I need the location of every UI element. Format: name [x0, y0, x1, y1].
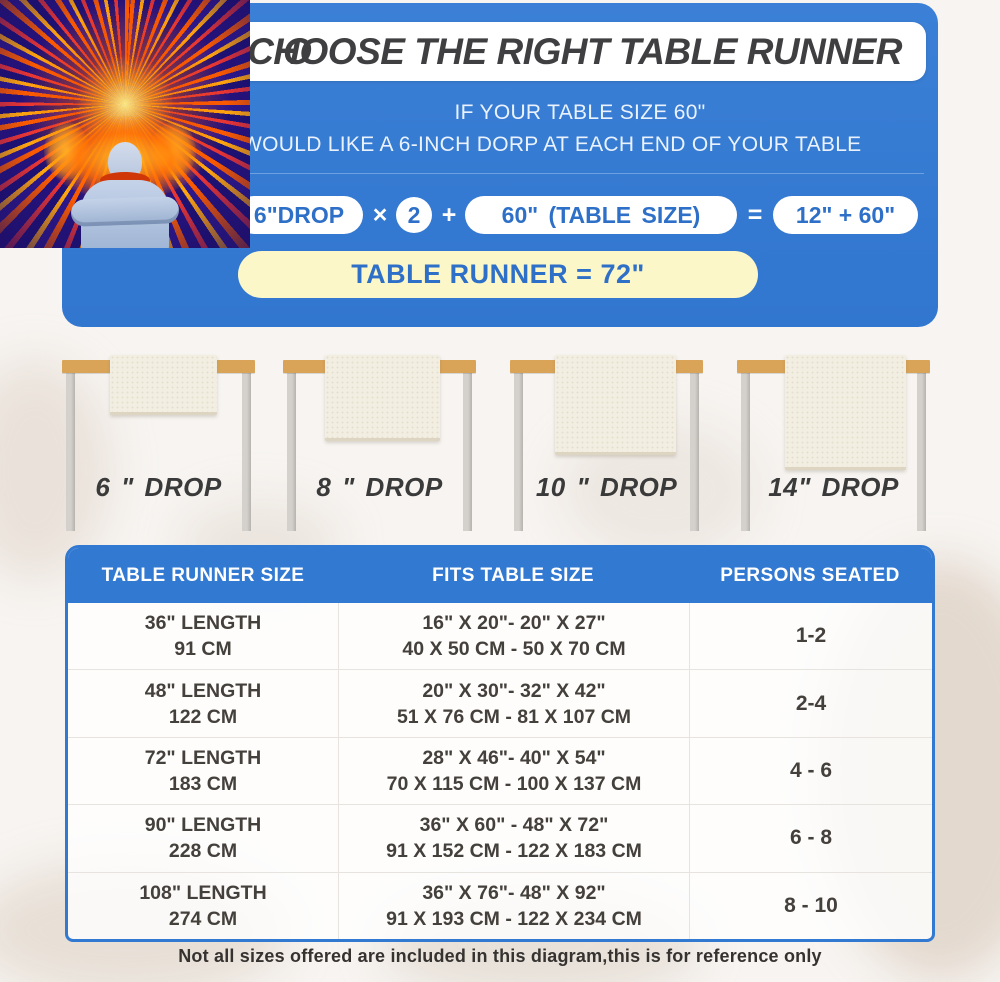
table-leg	[463, 373, 472, 531]
persons-count: 6 - 8	[789, 826, 833, 850]
figure-crossed-arms	[70, 196, 180, 227]
size-cm: 228 CM	[168, 840, 238, 863]
persons-count: 2-4	[795, 691, 827, 715]
table-header-row: TABLE RUNNER SIZE FITS TABLE SIZE PERSON…	[68, 548, 932, 603]
table-row: 36" LENGTH 91 CM 16" X 20"- 20" X 27" 40…	[68, 603, 932, 670]
size-inches: 72" LENGTH	[144, 747, 262, 770]
table-runner-drape	[325, 355, 440, 441]
page-title: CHOOSE THE RIGHT TABLE RUNNER	[247, 31, 902, 72]
multiplier-badge: 2	[396, 197, 432, 233]
subtitle-line-1: IF YOUR TABLE SIZE 60"	[454, 101, 706, 124]
size-cm: 91 CM	[174, 638, 232, 661]
title-partial-letter: O	[283, 31, 312, 72]
fits-cm: 51 X 76 CM - 81 X 107 CM	[396, 705, 632, 728]
fits-inches: 20" X 30"- 32" X 42"	[422, 679, 606, 702]
drop-diagrams: 6 " DROP 8 " DROP 10 " DROP 14" DROP	[0, 352, 1000, 537]
disclaimer-note: Not all sizes offered are included in th…	[178, 946, 822, 966]
table-runner-drape	[110, 355, 217, 415]
table-runner-drape	[555, 355, 676, 455]
multiply-operator: ×	[372, 201, 388, 229]
fits-inches: 28" X 46"- 40" X 54"	[422, 747, 606, 770]
runner-result-pill: TABLE RUNNER = 72"	[238, 251, 758, 298]
table-row: 108" LENGTH 274 CM 36" X 76"- 48" X 92" …	[68, 871, 932, 939]
table-body: 36" LENGTH 91 CM 16" X 20"- 20" X 27" 40…	[68, 603, 932, 939]
fits-size-cell: 36" X 76"- 48" X 92" 91 X 193 CM - 122 X…	[339, 872, 690, 939]
drop-diagram-6in: 6 " DROP	[62, 352, 255, 537]
persons-cell: 6 - 8	[690, 805, 932, 871]
table-leg	[690, 373, 699, 531]
persons-cell: 8 - 10	[690, 873, 932, 939]
drop-label: 6 " DROP	[95, 472, 222, 502]
drop-diagram-14in: 14" DROP	[737, 352, 930, 537]
equals-operator: =	[747, 201, 763, 229]
size-chart-table: TABLE RUNNER SIZE FITS TABLE SIZE PERSON…	[65, 545, 935, 942]
column-header-runner-size: TABLE RUNNER SIZE	[101, 564, 305, 586]
size-cm: 183 CM	[168, 773, 238, 796]
column-header-fits-size: FITS TABLE SIZE	[432, 564, 594, 586]
plus-operator: +	[441, 201, 457, 229]
table-leg	[741, 373, 750, 531]
fits-cm: 91 X 193 CM - 122 X 234 CM	[386, 907, 642, 930]
table-row: 48" LENGTH 122 CM 20" X 30"- 32" X 42" 5…	[68, 669, 932, 737]
runner-size-cell: 108" LENGTH 274 CM	[68, 872, 339, 939]
persons-count: 4 - 6	[789, 759, 833, 783]
fits-size-cell: 20" X 30"- 32" X 42" 51 X 76 CM - 81 X 1…	[339, 670, 690, 737]
drop-label: 10 " DROP	[535, 472, 678, 502]
persons-cell: 4 - 6	[690, 738, 932, 804]
drop-label: 8 " DROP	[316, 472, 443, 502]
persons-cell: 1-2	[690, 603, 932, 669]
table-runner-drape	[785, 355, 906, 470]
fits-size-cell: 16" X 20"- 20" X 27" 40 X 50 CM - 50 X 7…	[339, 603, 690, 670]
fits-inches: 36" X 76"- 48" X 92"	[422, 881, 606, 904]
drop-label: 14" DROP	[768, 472, 899, 502]
runner-size-cell: 72" LENGTH 183 CM	[68, 737, 339, 805]
size-cm: 122 CM	[168, 705, 238, 728]
drop-diagram-8in: 8 " DROP	[283, 352, 476, 537]
table-leg	[514, 373, 523, 531]
persons-count: 8 - 10	[784, 893, 838, 917]
drop-diagram-10in: 10 " DROP	[510, 352, 703, 537]
fits-inches: 36" X 60" - 48" X 72"	[419, 814, 609, 837]
drop-size-pill: 6"DROP	[235, 196, 363, 234]
formula-row: 6"DROP × 2 + 60" (TABLE SIZE) = 12" + 60…	[62, 196, 938, 236]
table-leg	[66, 373, 75, 531]
sum-pill: 12" + 60"	[773, 196, 918, 234]
fits-cm: 91 X 152 CM - 122 X 183 CM	[386, 840, 642, 863]
fits-inches: 16" X 20"- 20" X 27"	[422, 612, 606, 635]
persons-count: 1-2	[795, 624, 827, 648]
size-inches: 48" LENGTH	[144, 679, 262, 702]
size-inches: 36" LENGTH	[144, 612, 262, 635]
psychedelic-figure-image	[0, 0, 250, 248]
runner-size-cell: 90" LENGTH 228 CM	[68, 805, 339, 872]
size-inches: 90" LENGTH	[144, 814, 262, 837]
persons-cell: 2-4	[690, 670, 932, 736]
fits-cm: 70 X 115 CM - 100 X 137 CM	[386, 773, 642, 796]
size-inches: 108" LENGTH	[139, 881, 267, 904]
panel-divider	[76, 173, 924, 174]
table-row: 90" LENGTH 228 CM 36" X 60" - 48" X 72" …	[68, 804, 932, 872]
subtitle-line-2: WOULD LIKE A 6-INCH DORP AT EACH END OF …	[242, 133, 862, 156]
column-header-persons: PERSONS SEATED	[720, 564, 900, 586]
size-cm: 274 CM	[168, 907, 238, 930]
table-leg	[242, 373, 251, 531]
runner-size-cell: 36" LENGTH 91 CM	[68, 603, 339, 670]
fits-size-cell: 36" X 60" - 48" X 72" 91 X 152 CM - 122 …	[339, 805, 690, 872]
runner-size-cell: 48" LENGTH 122 CM	[68, 670, 339, 737]
table-leg	[287, 373, 296, 531]
table-row: 72" LENGTH 183 CM 28" X 46"- 40" X 54" 7…	[68, 736, 932, 805]
table-leg	[917, 373, 926, 531]
table-size-pill: 60" (TABLE SIZE)	[465, 196, 737, 234]
fits-size-cell: 28" X 46"- 40" X 54" 70 X 115 CM - 100 X…	[339, 737, 690, 805]
fits-cm: 40 X 50 CM - 50 X 70 CM	[402, 638, 626, 661]
